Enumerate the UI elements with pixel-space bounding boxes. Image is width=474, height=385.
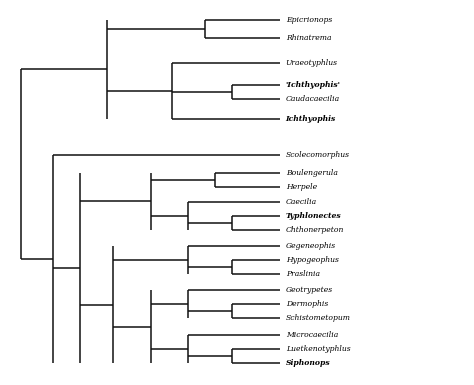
Text: Hypogeophus: Hypogeophus [286, 256, 338, 264]
Text: Microcaecilia: Microcaecilia [286, 331, 338, 340]
Text: Dermophis: Dermophis [286, 300, 328, 308]
Text: Rhinatrema: Rhinatrema [286, 33, 331, 42]
Text: Uraeotyphlus: Uraeotyphlus [286, 59, 337, 67]
Text: Herpele: Herpele [286, 182, 317, 191]
Text: Boulengerula: Boulengerula [286, 169, 337, 177]
Text: Geotrypetes: Geotrypetes [286, 286, 333, 294]
Text: Ichthyophis: Ichthyophis [286, 115, 336, 123]
Text: Epicrionops: Epicrionops [286, 16, 332, 24]
Text: Caudacaecilia: Caudacaecilia [286, 95, 340, 103]
Text: Siphonops: Siphonops [286, 359, 330, 367]
Text: Luetkenotyphlus: Luetkenotyphlus [286, 345, 350, 353]
Text: Typhlonectes: Typhlonectes [286, 213, 341, 220]
Text: Schistometopum: Schistometopum [286, 314, 351, 321]
Text: Chthonerpeton: Chthonerpeton [286, 226, 344, 234]
Text: Scolecomorphus: Scolecomorphus [286, 151, 350, 159]
Text: Gegeneophis: Gegeneophis [286, 242, 336, 250]
Text: Praslinia: Praslinia [286, 270, 319, 278]
Text: 'Ichthyophis': 'Ichthyophis' [286, 81, 341, 89]
Text: Caecilia: Caecilia [286, 198, 317, 206]
